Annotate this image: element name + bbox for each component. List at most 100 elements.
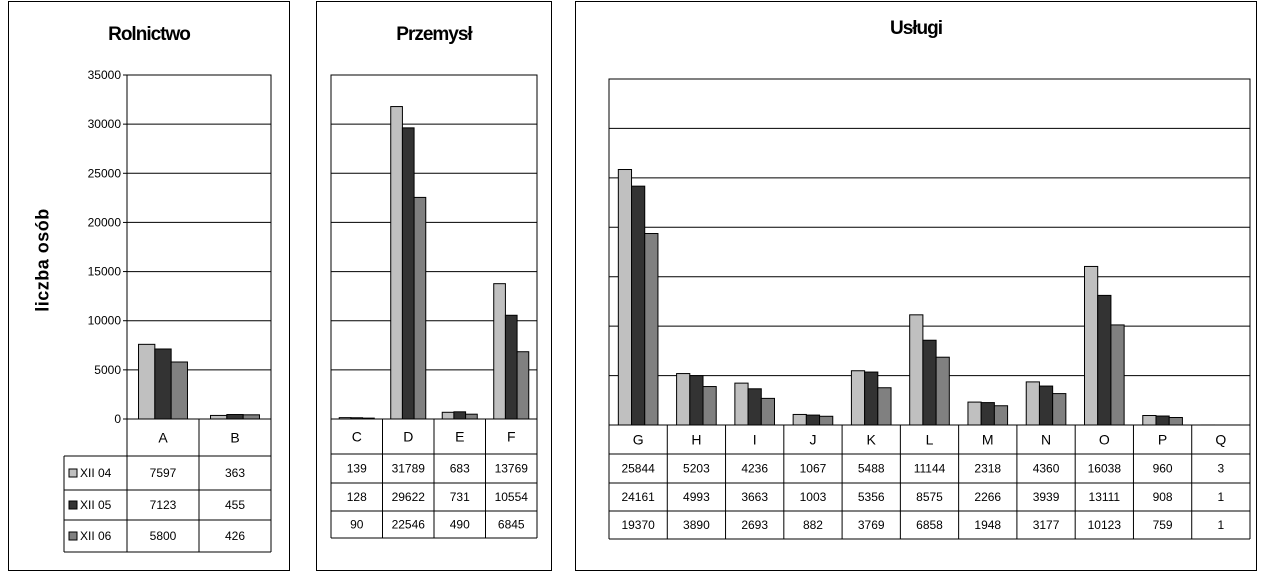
category-label: F [507,429,516,445]
table-cell: 5356 [858,490,885,504]
bar [994,406,1007,425]
table-cell: 13769 [495,462,529,476]
bar [645,234,658,425]
bar [505,315,517,419]
category-label: J [809,432,816,448]
bar [923,340,936,425]
table-cell: 2266 [974,490,1001,504]
category-label: H [691,432,701,448]
table-cell: 1067 [800,462,827,476]
table-cell: 4993 [683,490,710,504]
legend-swatch [69,469,77,477]
table-cell: 10123 [1088,518,1122,532]
bar [391,107,403,419]
bar [618,170,631,425]
bar [793,414,806,425]
bar [968,402,981,425]
bar [414,197,426,419]
table-cell: 5488 [858,462,885,476]
legend-swatch [69,532,77,540]
legend-label: XII 06 [80,529,112,543]
bar [494,284,506,419]
bar [1053,394,1066,425]
bar [402,128,414,419]
bar [139,344,155,419]
table-cell: 7123 [150,498,177,512]
y-tick-label: 20000 [88,215,122,229]
table-cell: 31789 [392,462,426,476]
table-cell: 6858 [916,518,943,532]
table-cell: 24161 [621,490,655,504]
bar [851,371,864,425]
bar [1098,295,1111,425]
bar [1039,386,1052,425]
bar [1026,382,1039,425]
bar [761,398,774,425]
bar [155,349,171,419]
category-label: M [982,432,994,448]
category-label: D [403,429,413,445]
table-cell: 882 [803,518,823,532]
legend-label: XII 04 [80,466,112,480]
table-cell: 3663 [741,490,768,504]
table-cell: 960 [1153,462,1173,476]
table-cell: 1003 [800,490,827,504]
bar [1085,266,1098,425]
table-cell: 16038 [1088,462,1122,476]
y-tick-label: 0 [114,412,121,426]
category-label: B [230,430,239,446]
table-cell: 11144 [914,462,946,476]
table-cell: 4236 [741,462,768,476]
bar [1169,417,1182,425]
bar [466,414,478,419]
table-cell: 455 [225,498,245,512]
table-cell: 29622 [392,490,426,504]
table-cell: 3769 [858,518,885,532]
table-cell: 731 [450,490,470,504]
bar [735,383,748,425]
category-label: O [1099,432,1110,448]
bar [677,374,690,425]
category-label: L [926,432,934,448]
bar [865,372,878,425]
table-cell: 3890 [683,518,710,532]
table-cell: 25844 [621,462,655,476]
table-cell: 2318 [974,462,1001,476]
bar [981,403,994,425]
category-label: I [753,432,757,448]
y-tick-label: 5000 [94,363,121,377]
table-cell: 22546 [392,518,426,532]
legend-label: XII 05 [80,498,112,512]
legend-swatch [69,501,77,509]
table-cell: 7597 [150,466,177,480]
table-cell: 90 [350,518,364,532]
category-label: A [158,430,168,446]
table-cell: 1 [1218,518,1225,532]
table-cell: 13111 [1089,490,1121,504]
category-label: P [1158,432,1167,448]
bar [806,415,819,425]
bar [820,416,833,425]
y-tick-label: 15000 [88,265,122,279]
table-cell: 3 [1218,462,1225,476]
bar [211,415,227,419]
table-cell: 3939 [1033,490,1060,504]
bar [878,388,891,425]
bar [363,418,375,419]
bar [171,362,187,419]
bar [1143,416,1156,425]
category-label: Q [1215,432,1226,448]
bar [454,412,466,419]
table-cell: 10554 [495,490,529,504]
category-label: C [352,429,362,445]
table-cell: 2693 [741,518,768,532]
table-cell: 490 [450,518,470,532]
table-cell: 908 [1153,490,1173,504]
y-tick-label: 25000 [88,166,122,180]
table-cell: 1 [1218,490,1225,504]
table-cell: 4360 [1033,462,1060,476]
table-cell: 363 [225,466,245,480]
bar [632,186,645,425]
category-label: G [633,432,644,448]
